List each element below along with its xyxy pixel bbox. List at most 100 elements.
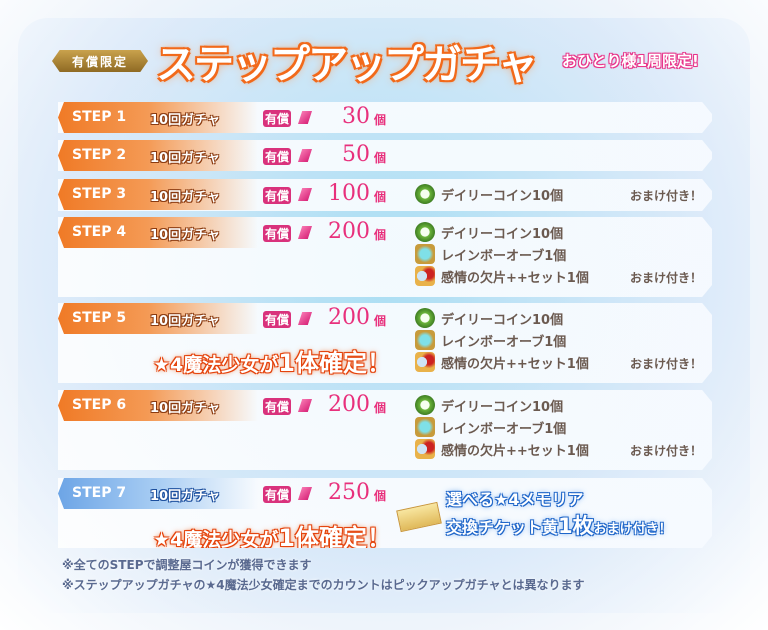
paid-limited-badge: 有償限定 bbox=[52, 50, 148, 72]
rainbow-orb-icon bbox=[415, 244, 435, 264]
step-row[interactable]: STEP 1 10回ガチャ 有償 30 個 bbox=[58, 102, 712, 133]
cost-value: 50 bbox=[342, 142, 370, 167]
cost-value: 200 bbox=[328, 219, 370, 244]
emotion-shard-icon bbox=[415, 439, 435, 459]
cost-value: 30 bbox=[342, 104, 370, 129]
paid-tag: 有償 bbox=[265, 112, 290, 126]
step-tab bbox=[58, 303, 258, 334]
confirm-big: 1体確定！ bbox=[278, 524, 391, 552]
bonus-text: レインボーオーブ1個 bbox=[441, 421, 567, 437]
bonus-omake-label: おまけ付き！ bbox=[630, 271, 703, 285]
confirm-text: ★4魔法少女が bbox=[153, 354, 279, 376]
step-label: STEP 5 bbox=[72, 310, 127, 326]
gacha-type: 10回ガチャ bbox=[150, 113, 220, 128]
ticket-text: 交換チケット黄 bbox=[446, 518, 559, 537]
cost-unit: 個 bbox=[374, 113, 387, 127]
bonus-text: デイリーコイン10個 bbox=[441, 226, 564, 242]
step-label: STEP 1 bbox=[72, 109, 127, 125]
step-row[interactable]: STEP 7 10回ガチャ 有償 250 個 ★4魔法少女が1体確定！ 選べる★4メモリア交… bbox=[58, 478, 712, 548]
step-tab bbox=[58, 140, 258, 171]
bonus-item: 感情の欠片++セット1個 bbox=[415, 439, 589, 459]
step-tab bbox=[58, 102, 258, 133]
cost-unit: 個 bbox=[374, 228, 387, 242]
bonus-omake-label: おまけ付き！ bbox=[630, 444, 703, 458]
paid-gem-icon bbox=[298, 312, 312, 325]
bonus-text: デイリーコイン10個 bbox=[441, 188, 564, 204]
gacha-type: 10回ガチャ bbox=[150, 314, 220, 329]
paid-gem-icon bbox=[298, 149, 312, 162]
step-row[interactable]: STEP 3 10回ガチャ 有償 100 個 デイリーコイン10個 おまけ付き！ bbox=[58, 179, 712, 211]
bonus-item: 感情の欠片++セット1個 bbox=[415, 352, 589, 372]
cost-unit: 個 bbox=[374, 151, 387, 165]
daily-coin-icon bbox=[415, 308, 435, 328]
daily-coin-icon bbox=[415, 184, 435, 204]
step-label: STEP 3 bbox=[72, 186, 127, 202]
step-row[interactable]: STEP 5 10回ガチャ 有償 200 個 デイリーコイン10個 レインボーオーブ1個感情… bbox=[58, 303, 712, 383]
gacha-type: 10回ガチャ bbox=[150, 401, 220, 416]
cost-value: 200 bbox=[328, 305, 370, 330]
daily-coin-icon bbox=[415, 222, 435, 242]
paid-tag: 有償 bbox=[265, 488, 290, 502]
memoria-ticket-bonus: 選べる★4メモリア 交換チケット黄1枚おまけ付き！ bbox=[446, 486, 672, 543]
page-title: ステップアップガチャ bbox=[156, 42, 538, 88]
cost-unit: 個 bbox=[374, 489, 387, 503]
gacha-type: 10回ガチャ bbox=[150, 190, 220, 205]
guaranteed-4star-label: ★4魔法少女が1体確定！ bbox=[153, 518, 391, 553]
bonus-omake-label: おまけ付き！ bbox=[630, 189, 703, 203]
step-label: STEP 7 bbox=[72, 485, 127, 501]
bonus-line-2: 交換チケット黄1枚おまけ付き！ bbox=[446, 513, 672, 543]
step-label: STEP 2 bbox=[72, 147, 127, 163]
bonus-omake-label: おまけ付き！ bbox=[630, 357, 703, 371]
paid-gem-icon bbox=[298, 226, 312, 239]
rainbow-orb-icon bbox=[415, 417, 435, 437]
bonus-text: デイリーコイン10個 bbox=[441, 312, 564, 328]
gacha-type: 10回ガチャ bbox=[150, 228, 220, 243]
step-tab bbox=[58, 478, 258, 509]
bonus-item: レインボーオーブ1個 bbox=[415, 244, 566, 264]
bonus-item: デイリーコイン10個 bbox=[415, 395, 563, 415]
step-tab bbox=[58, 217, 258, 248]
ticket-omake: おまけ付き！ bbox=[593, 522, 672, 537]
cost-unit: 個 bbox=[374, 401, 387, 415]
bonus-text: 感情の欠片++セット1個 bbox=[441, 443, 589, 459]
cost-value: 250 bbox=[328, 480, 370, 505]
step-tab bbox=[58, 179, 258, 210]
step-row[interactable]: STEP 4 10回ガチャ 有償 200 個 デイリーコイン10個レインボーオーブ1個感情… bbox=[58, 217, 712, 297]
guaranteed-4star-label: ★4魔法少女が1体確定！ bbox=[153, 343, 391, 378]
bonus-item: レインボーオーブ1個 bbox=[415, 417, 566, 437]
ticket-count: 1枚 bbox=[558, 514, 594, 538]
paid-tag: 有償 bbox=[265, 227, 290, 241]
paid-tag: 有償 bbox=[265, 150, 290, 164]
cost-value: 100 bbox=[328, 181, 370, 206]
paid-gem-icon bbox=[298, 111, 312, 124]
paid-tag: 有償 bbox=[265, 189, 290, 203]
note-2: ※ステップアップガチャの★4魔法少女確定までのカウントはピックアップガチャとは異… bbox=[62, 578, 585, 592]
bonus-text: レインボーオーブ1個 bbox=[441, 334, 567, 350]
emotion-shard-icon bbox=[415, 352, 435, 372]
exchange-ticket-icon bbox=[396, 502, 442, 532]
bonus-item: レインボーオーブ1個 bbox=[415, 330, 566, 350]
note-1: ※全てのSTEPで調整屋コインが獲得できます bbox=[62, 558, 312, 572]
bonus-text: 感情の欠片++セット1個 bbox=[441, 270, 589, 286]
bonus-item: 感情の欠片++セット1個 bbox=[415, 266, 589, 286]
bonus-item: デイリーコイン10個 bbox=[415, 308, 563, 328]
cost-value: 200 bbox=[328, 392, 370, 417]
once-per-user-label: おひとり様1周限定! bbox=[562, 52, 699, 70]
gacha-type: 10回ガチャ bbox=[150, 489, 220, 504]
daily-coin-icon bbox=[415, 395, 435, 415]
paid-gem-icon bbox=[298, 188, 312, 201]
step-label: STEP 6 bbox=[72, 397, 127, 413]
paid-tag: 有償 bbox=[265, 313, 290, 327]
cost-unit: 個 bbox=[374, 314, 387, 328]
paid-gem-icon bbox=[298, 399, 312, 412]
confirm-text: ★4魔法少女が bbox=[153, 529, 279, 551]
gacha-type: 10回ガチャ bbox=[150, 151, 220, 166]
paid-gem-icon bbox=[298, 487, 312, 500]
step-label: STEP 4 bbox=[72, 224, 127, 240]
step-row[interactable]: STEP 2 10回ガチャ 有償 50 個 bbox=[58, 140, 712, 171]
emotion-shard-icon bbox=[415, 266, 435, 286]
step-row[interactable]: STEP 6 10回ガチャ 有償 200 個 デイリーコイン10個レインボーオーブ1個感情… bbox=[58, 390, 712, 470]
step-tab bbox=[58, 390, 258, 421]
rainbow-orb-icon bbox=[415, 330, 435, 350]
paid-tag: 有償 bbox=[265, 400, 290, 414]
